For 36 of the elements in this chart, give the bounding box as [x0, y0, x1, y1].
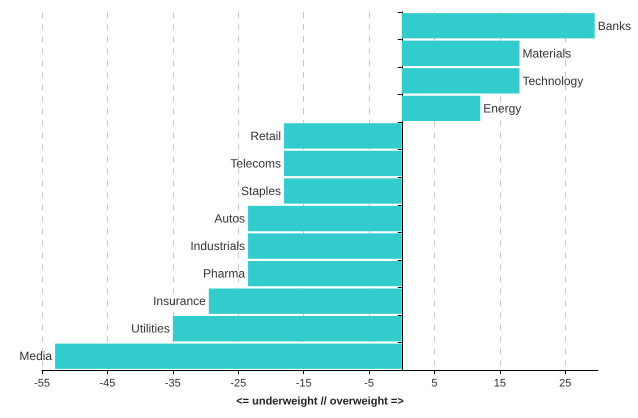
- y-tick-label: Insurance: [153, 294, 206, 308]
- y-tick-label: Utilities: [131, 322, 170, 336]
- x-tick-label: -55: [34, 378, 50, 390]
- x-tick-label: 5: [431, 378, 438, 390]
- bar: [402, 96, 480, 122]
- y-tick-label: Retail: [250, 128, 282, 143]
- bar: [402, 13, 595, 38]
- y-tick-label: Media: [19, 349, 52, 364]
- y-tick-label: Pharma: [203, 266, 246, 281]
- y-tick-label: Industrials: [190, 239, 246, 254]
- bar: [248, 206, 402, 232]
- y-tick-label: Autos: [214, 212, 246, 226]
- bar: [172, 316, 402, 342]
- bar: [55, 344, 402, 369]
- y-tick-label: Materials: [522, 46, 572, 60]
- bar: [284, 150, 402, 176]
- y-tick-label: Banks: [598, 18, 632, 33]
- x-tick-label: 15: [494, 378, 506, 390]
- bar: [284, 123, 402, 149]
- x-tick-label: -35: [164, 378, 181, 390]
- x-tick-label: 25: [559, 378, 572, 390]
- x-tick-label: -25: [230, 378, 246, 390]
- x-axis-title: <= underweight // overweight =>: [236, 396, 404, 408]
- bar: [402, 40, 520, 66]
- bar: [248, 260, 402, 286]
- bar: [208, 288, 402, 314]
- x-tick-label: -45: [99, 378, 116, 390]
- bar: [402, 68, 520, 94]
- x-tick-label: -15: [296, 378, 312, 390]
- y-tick-label: Staples: [240, 184, 282, 198]
- bar: [248, 233, 402, 259]
- bar: [284, 178, 402, 204]
- x-tick-label: -5: [364, 378, 374, 390]
- y-tick-label: Energy: [483, 101, 522, 116]
- y-tick-label: Technology: [522, 74, 584, 88]
- y-tick-label: Telecoms: [230, 156, 282, 170]
